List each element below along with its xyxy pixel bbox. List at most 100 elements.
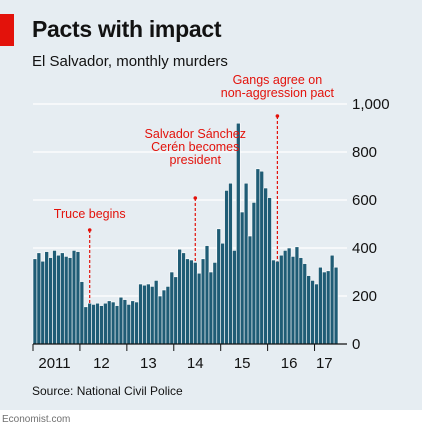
bar bbox=[130, 300, 135, 345]
bar bbox=[169, 271, 175, 345]
bar bbox=[329, 254, 335, 345]
bar bbox=[67, 257, 73, 345]
bar bbox=[267, 197, 272, 345]
bar bbox=[177, 248, 182, 345]
y-tick-label: 1,000 bbox=[352, 96, 390, 113]
bar bbox=[325, 270, 331, 345]
bar bbox=[263, 187, 268, 345]
bar bbox=[71, 250, 77, 345]
bar bbox=[150, 286, 155, 345]
bar bbox=[91, 304, 96, 345]
bar bbox=[208, 271, 214, 345]
x-tick-label: 15 bbox=[234, 355, 251, 372]
annotation-label: Cerén becomes bbox=[151, 140, 239, 154]
bar bbox=[52, 250, 57, 345]
bar bbox=[106, 300, 112, 345]
bar bbox=[314, 283, 319, 345]
bar bbox=[271, 259, 276, 345]
x-tick-label: 2011 bbox=[38, 355, 70, 372]
bar bbox=[110, 301, 116, 345]
bar bbox=[103, 302, 108, 345]
bar bbox=[181, 252, 186, 345]
bar bbox=[99, 305, 104, 345]
y-tick-label: 0 bbox=[352, 336, 360, 353]
bar bbox=[255, 168, 261, 345]
bar bbox=[118, 296, 124, 345]
annotation-dot bbox=[275, 114, 280, 118]
bar bbox=[126, 304, 132, 345]
bar bbox=[185, 258, 190, 345]
bar bbox=[224, 190, 229, 345]
bar bbox=[251, 202, 257, 345]
bar bbox=[247, 235, 253, 345]
bar bbox=[306, 275, 311, 345]
bar bbox=[322, 271, 327, 345]
bar bbox=[232, 250, 237, 345]
bar bbox=[165, 286, 171, 345]
bar bbox=[79, 281, 85, 345]
y-tick-label: 800 bbox=[352, 144, 377, 161]
bar bbox=[275, 260, 280, 345]
annotation-label: Gangs agree on bbox=[233, 73, 323, 87]
y-tick-label: 200 bbox=[352, 288, 377, 305]
bar bbox=[228, 182, 233, 345]
x-tick-label: 16 bbox=[281, 355, 298, 372]
bar bbox=[216, 228, 221, 345]
bar bbox=[290, 256, 296, 345]
chart-title: Pacts with impact bbox=[32, 16, 222, 42]
brand-red-tag bbox=[0, 14, 14, 46]
y-tick-label: 400 bbox=[352, 240, 377, 257]
bar bbox=[48, 257, 53, 345]
bar bbox=[220, 242, 225, 345]
source-note: Source: National Civil Police bbox=[32, 384, 183, 398]
x-tick-label: 12 bbox=[93, 355, 110, 372]
bar bbox=[259, 170, 265, 345]
x-tick-label: 17 bbox=[316, 355, 333, 372]
bar bbox=[153, 280, 159, 345]
bar bbox=[75, 251, 81, 345]
y-tick-label: 600 bbox=[352, 192, 377, 209]
bar bbox=[196, 272, 202, 345]
bar bbox=[243, 182, 249, 345]
bar bbox=[189, 259, 194, 345]
bar bbox=[279, 254, 284, 345]
bar bbox=[134, 301, 139, 345]
annotation-label: president bbox=[170, 153, 222, 167]
bar bbox=[294, 246, 300, 345]
bar bbox=[204, 245, 210, 345]
bar bbox=[146, 283, 151, 345]
bar bbox=[87, 302, 92, 345]
bar bbox=[157, 295, 163, 345]
bar bbox=[36, 252, 42, 345]
annotation-label: Truce begins bbox=[54, 207, 126, 221]
bar bbox=[142, 284, 147, 345]
bar bbox=[161, 289, 167, 345]
bar bbox=[56, 254, 61, 345]
bar bbox=[236, 122, 241, 345]
publisher-credit: Economist.com bbox=[2, 414, 71, 425]
bar bbox=[239, 211, 245, 345]
bar bbox=[193, 262, 198, 345]
x-tick-label: 13 bbox=[140, 355, 157, 372]
bar bbox=[138, 283, 143, 345]
bar bbox=[63, 256, 69, 345]
annotation-dot bbox=[87, 228, 92, 232]
bar bbox=[302, 263, 308, 345]
bar bbox=[40, 260, 46, 345]
bar bbox=[282, 250, 288, 345]
bar bbox=[32, 258, 38, 345]
bar bbox=[60, 252, 65, 345]
bar bbox=[310, 280, 315, 345]
bar bbox=[122, 299, 128, 345]
bar bbox=[298, 257, 304, 345]
annotation-label: non-aggression pact bbox=[221, 86, 335, 100]
annotation-label: Salvador Sánchez bbox=[145, 127, 246, 141]
bar bbox=[114, 305, 120, 345]
bar bbox=[173, 276, 178, 345]
bar bbox=[212, 262, 218, 345]
bar bbox=[95, 302, 100, 345]
bar bbox=[200, 258, 206, 345]
bar bbox=[83, 306, 89, 345]
bar bbox=[286, 247, 292, 345]
